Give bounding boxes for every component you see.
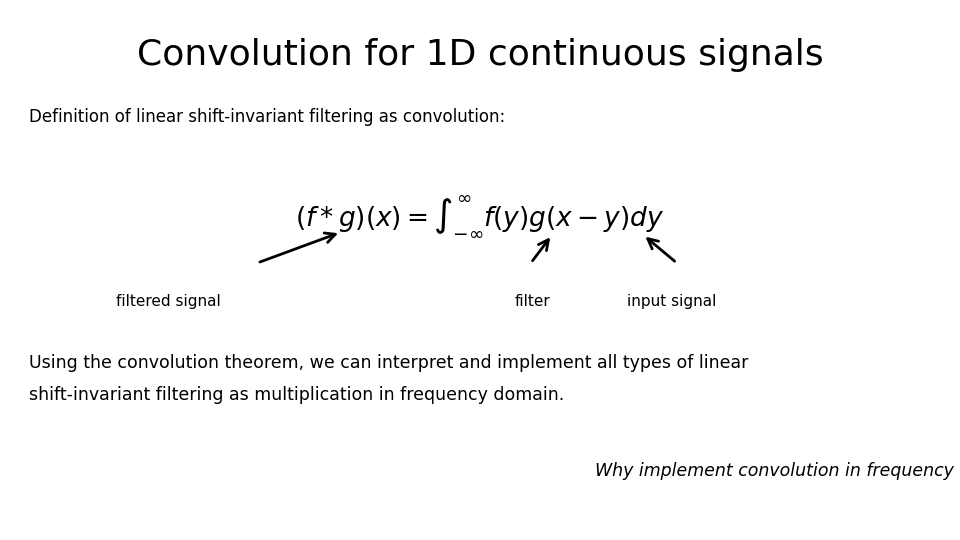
Text: shift-invariant filtering as multiplication in frequency domain.: shift-invariant filtering as multiplicat… xyxy=(29,386,564,404)
Text: Using the convolution theorem, we can interpret and implement all types of linea: Using the convolution theorem, we can in… xyxy=(29,354,748,372)
Text: $(f * g)(x) = \int_{-\infty}^{\infty} f(y)g(x - y)dy$: $(f * g)(x) = \int_{-\infty}^{\infty} f(… xyxy=(296,193,664,239)
Text: Definition of linear shift-invariant filtering as convolution:: Definition of linear shift-invariant fil… xyxy=(29,108,505,126)
Text: Convolution for 1D continuous signals: Convolution for 1D continuous signals xyxy=(136,38,824,72)
Text: filter: filter xyxy=(515,294,551,309)
Text: Why implement convolution in frequency domain?: Why implement convolution in frequency d… xyxy=(595,462,960,480)
Text: filtered signal: filtered signal xyxy=(115,294,221,309)
Text: input signal: input signal xyxy=(627,294,717,309)
